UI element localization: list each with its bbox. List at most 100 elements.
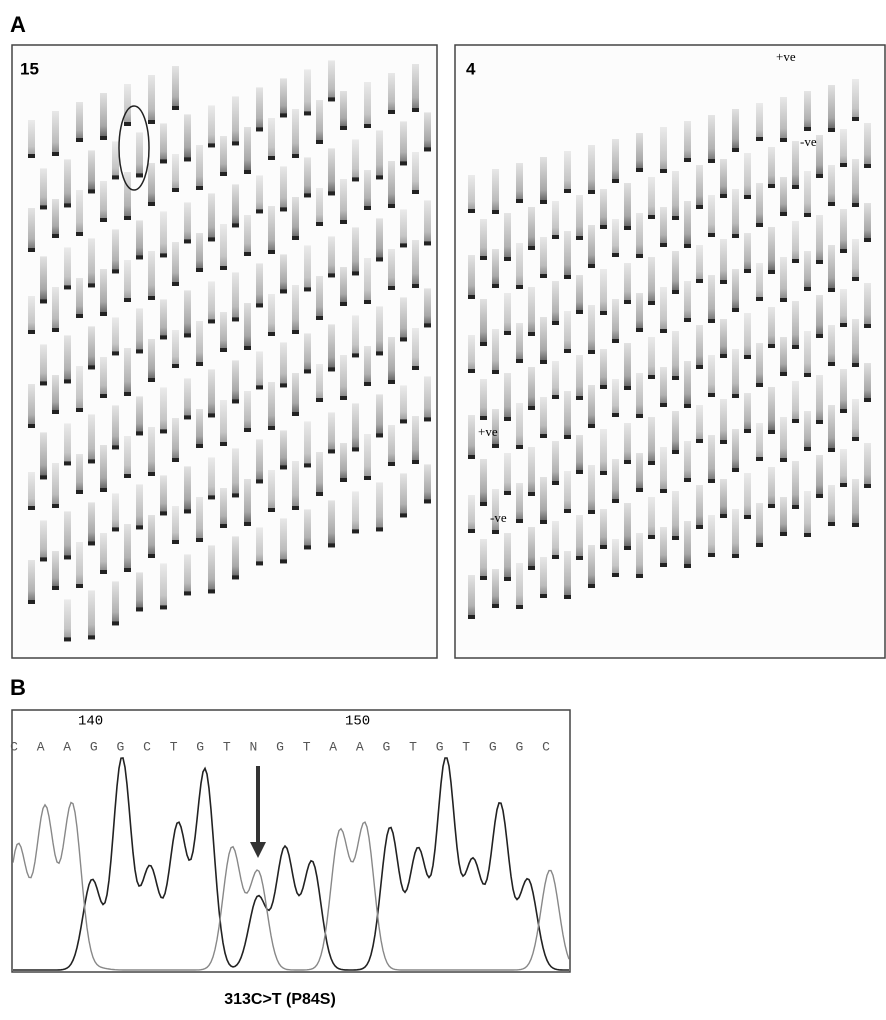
lane — [624, 503, 631, 550]
lane — [588, 225, 595, 268]
lane — [352, 227, 359, 276]
lane — [492, 569, 499, 608]
lane — [852, 239, 859, 281]
lane — [660, 207, 667, 247]
band — [124, 392, 131, 396]
lane — [280, 254, 287, 294]
lane — [636, 453, 643, 492]
lane — [76, 542, 83, 588]
band — [160, 429, 167, 434]
band — [828, 202, 835, 206]
lane — [540, 237, 547, 278]
lane — [648, 417, 655, 465]
band — [244, 252, 251, 256]
lane — [540, 477, 547, 524]
lane — [564, 231, 571, 279]
band — [424, 241, 431, 246]
lane — [232, 360, 239, 404]
lane — [660, 527, 667, 567]
base-letter: G — [489, 739, 497, 754]
lane — [148, 427, 155, 476]
band — [468, 209, 475, 213]
band — [280, 383, 287, 388]
band — [624, 386, 631, 390]
lane — [588, 465, 595, 514]
lane — [112, 405, 119, 450]
band — [172, 282, 179, 286]
band — [600, 545, 607, 549]
lane — [576, 275, 583, 314]
band — [612, 413, 619, 417]
band — [504, 577, 511, 581]
lane — [64, 159, 71, 208]
band — [636, 414, 643, 418]
band — [708, 553, 715, 557]
band — [588, 424, 595, 428]
band — [40, 205, 47, 210]
band — [304, 545, 311, 550]
band — [600, 311, 607, 315]
lane — [64, 423, 71, 466]
band — [340, 396, 347, 400]
band — [480, 416, 487, 420]
lane — [160, 299, 167, 340]
band — [316, 140, 323, 144]
lane — [552, 201, 559, 239]
band — [304, 111, 311, 116]
band — [804, 533, 811, 537]
band — [340, 478, 347, 482]
band — [696, 439, 703, 443]
lane — [172, 66, 179, 110]
band — [244, 170, 251, 174]
lane — [328, 236, 335, 278]
lane — [256, 175, 263, 214]
lane — [840, 289, 847, 327]
band — [412, 108, 419, 112]
band — [64, 203, 71, 208]
band — [364, 300, 371, 304]
lane — [480, 299, 487, 346]
lane — [648, 497, 655, 539]
band — [648, 301, 655, 305]
band — [828, 128, 835, 132]
band — [516, 519, 523, 523]
base-letter: G — [116, 739, 124, 754]
lane — [756, 103, 763, 141]
band — [552, 395, 559, 399]
lane — [816, 215, 823, 264]
band — [100, 488, 107, 492]
lane — [672, 491, 679, 540]
lane — [172, 418, 179, 462]
band — [540, 200, 547, 204]
lane — [76, 190, 83, 236]
band — [400, 419, 407, 424]
band — [576, 470, 583, 474]
lane — [244, 391, 251, 432]
lane — [280, 78, 287, 118]
band — [624, 226, 631, 230]
band — [840, 409, 847, 413]
band — [696, 279, 703, 283]
band — [88, 459, 95, 464]
band — [100, 394, 107, 398]
lane — [780, 177, 787, 216]
lane — [792, 141, 799, 189]
lane — [244, 303, 251, 350]
band — [564, 349, 571, 353]
band — [100, 218, 107, 222]
lane — [792, 461, 799, 509]
lane — [732, 349, 739, 398]
band — [340, 126, 347, 130]
band — [564, 275, 571, 279]
lane — [864, 363, 871, 402]
band — [684, 244, 691, 248]
lane — [280, 342, 287, 388]
band — [732, 468, 739, 472]
lane — [256, 263, 263, 308]
band — [352, 447, 359, 452]
base-letter: A — [356, 739, 364, 754]
band — [468, 615, 475, 619]
lane — [52, 199, 59, 238]
band — [612, 253, 619, 257]
band — [720, 514, 727, 518]
